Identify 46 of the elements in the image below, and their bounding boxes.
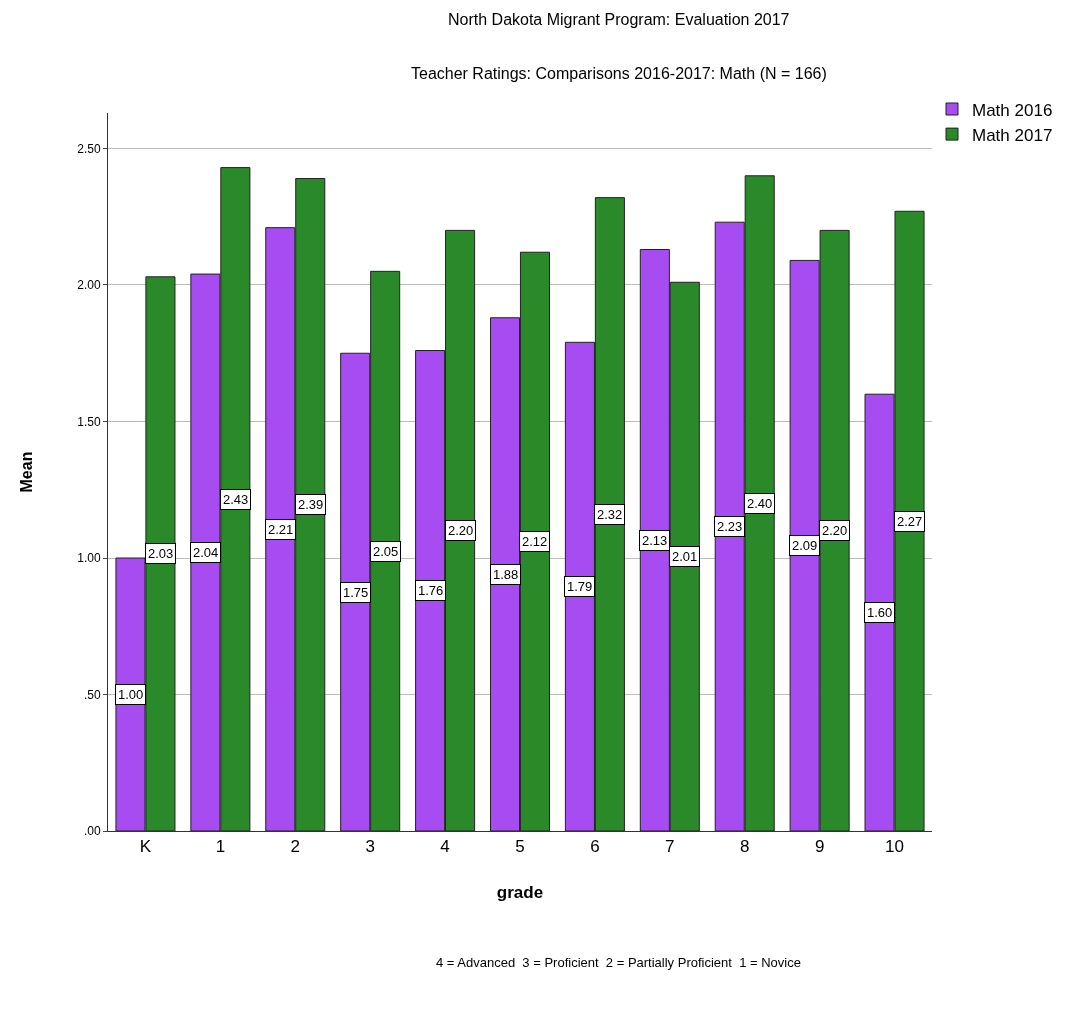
y-tick-label: .50 — [83, 687, 101, 702]
legend-label: Math 2017 — [972, 125, 1053, 145]
y-tick-label: .00 — [83, 824, 101, 839]
data-label: 2.43 — [223, 492, 249, 507]
data-label: 1.75 — [343, 585, 369, 600]
x-tick-label: 1 — [215, 837, 226, 857]
data-label: 2.32 — [597, 507, 623, 522]
data-label: 2.21 — [268, 522, 294, 537]
x-tick-label: 3 — [365, 837, 375, 857]
data-label: 2.12 — [522, 534, 548, 549]
y-tick-label: 1.00 — [77, 551, 101, 566]
y-tick-label: 2.00 — [77, 278, 101, 293]
x-tick-label: 8 — [740, 837, 750, 857]
x-tick-label: 5 — [515, 837, 525, 857]
y-tick-label: 2.50 — [77, 141, 101, 156]
data-label: 2.23 — [717, 519, 743, 534]
x-tick-label: 6 — [590, 837, 600, 857]
x-tick-label: 10 — [885, 837, 905, 857]
data-label: 2.03 — [148, 546, 174, 561]
data-label: 1.88 — [493, 567, 519, 582]
x-axis-title: grade — [496, 882, 544, 902]
data-label: 2.20 — [448, 523, 474, 538]
data-label: 2.04 — [193, 545, 219, 560]
text: 4 = Advanced 3 = Proficient 2 = Partially Proficient 1 = Novice — [436, 955, 801, 970]
x-tick-label: K — [139, 837, 152, 857]
chart-subtitle: Teacher Ratings: Comparisons 2016-2017: Math (N = 166) — [411, 65, 827, 82]
x-tick-label: 4 — [440, 837, 450, 857]
y-tick-label: 1.50 — [77, 414, 101, 429]
data-label: 2.40 — [747, 496, 773, 511]
data-label: 1.60 — [867, 605, 893, 620]
data-label: 2.09 — [792, 538, 818, 553]
data-label: 2.05 — [373, 544, 399, 559]
chart-title: North Dakota Migrant Program: Evaluation 2017 — [448, 11, 790, 28]
data-label: 2.13 — [642, 533, 668, 548]
data-label: 2.20 — [822, 523, 848, 538]
x-tick-label: 2 — [290, 837, 300, 857]
data-label: 2.01 — [672, 549, 698, 564]
y-axis-title: Mean — [18, 451, 36, 493]
data-label: 2.39 — [298, 497, 324, 512]
data-label: 1.79 — [567, 579, 593, 594]
legend-label: Math 2016 — [972, 100, 1053, 120]
data-label: 1.00 — [118, 687, 144, 702]
data-label: 2.27 — [897, 514, 923, 529]
x-tick-label: 7 — [665, 837, 675, 857]
x-tick-label: 9 — [814, 837, 825, 857]
data-label: 1.76 — [418, 583, 444, 598]
